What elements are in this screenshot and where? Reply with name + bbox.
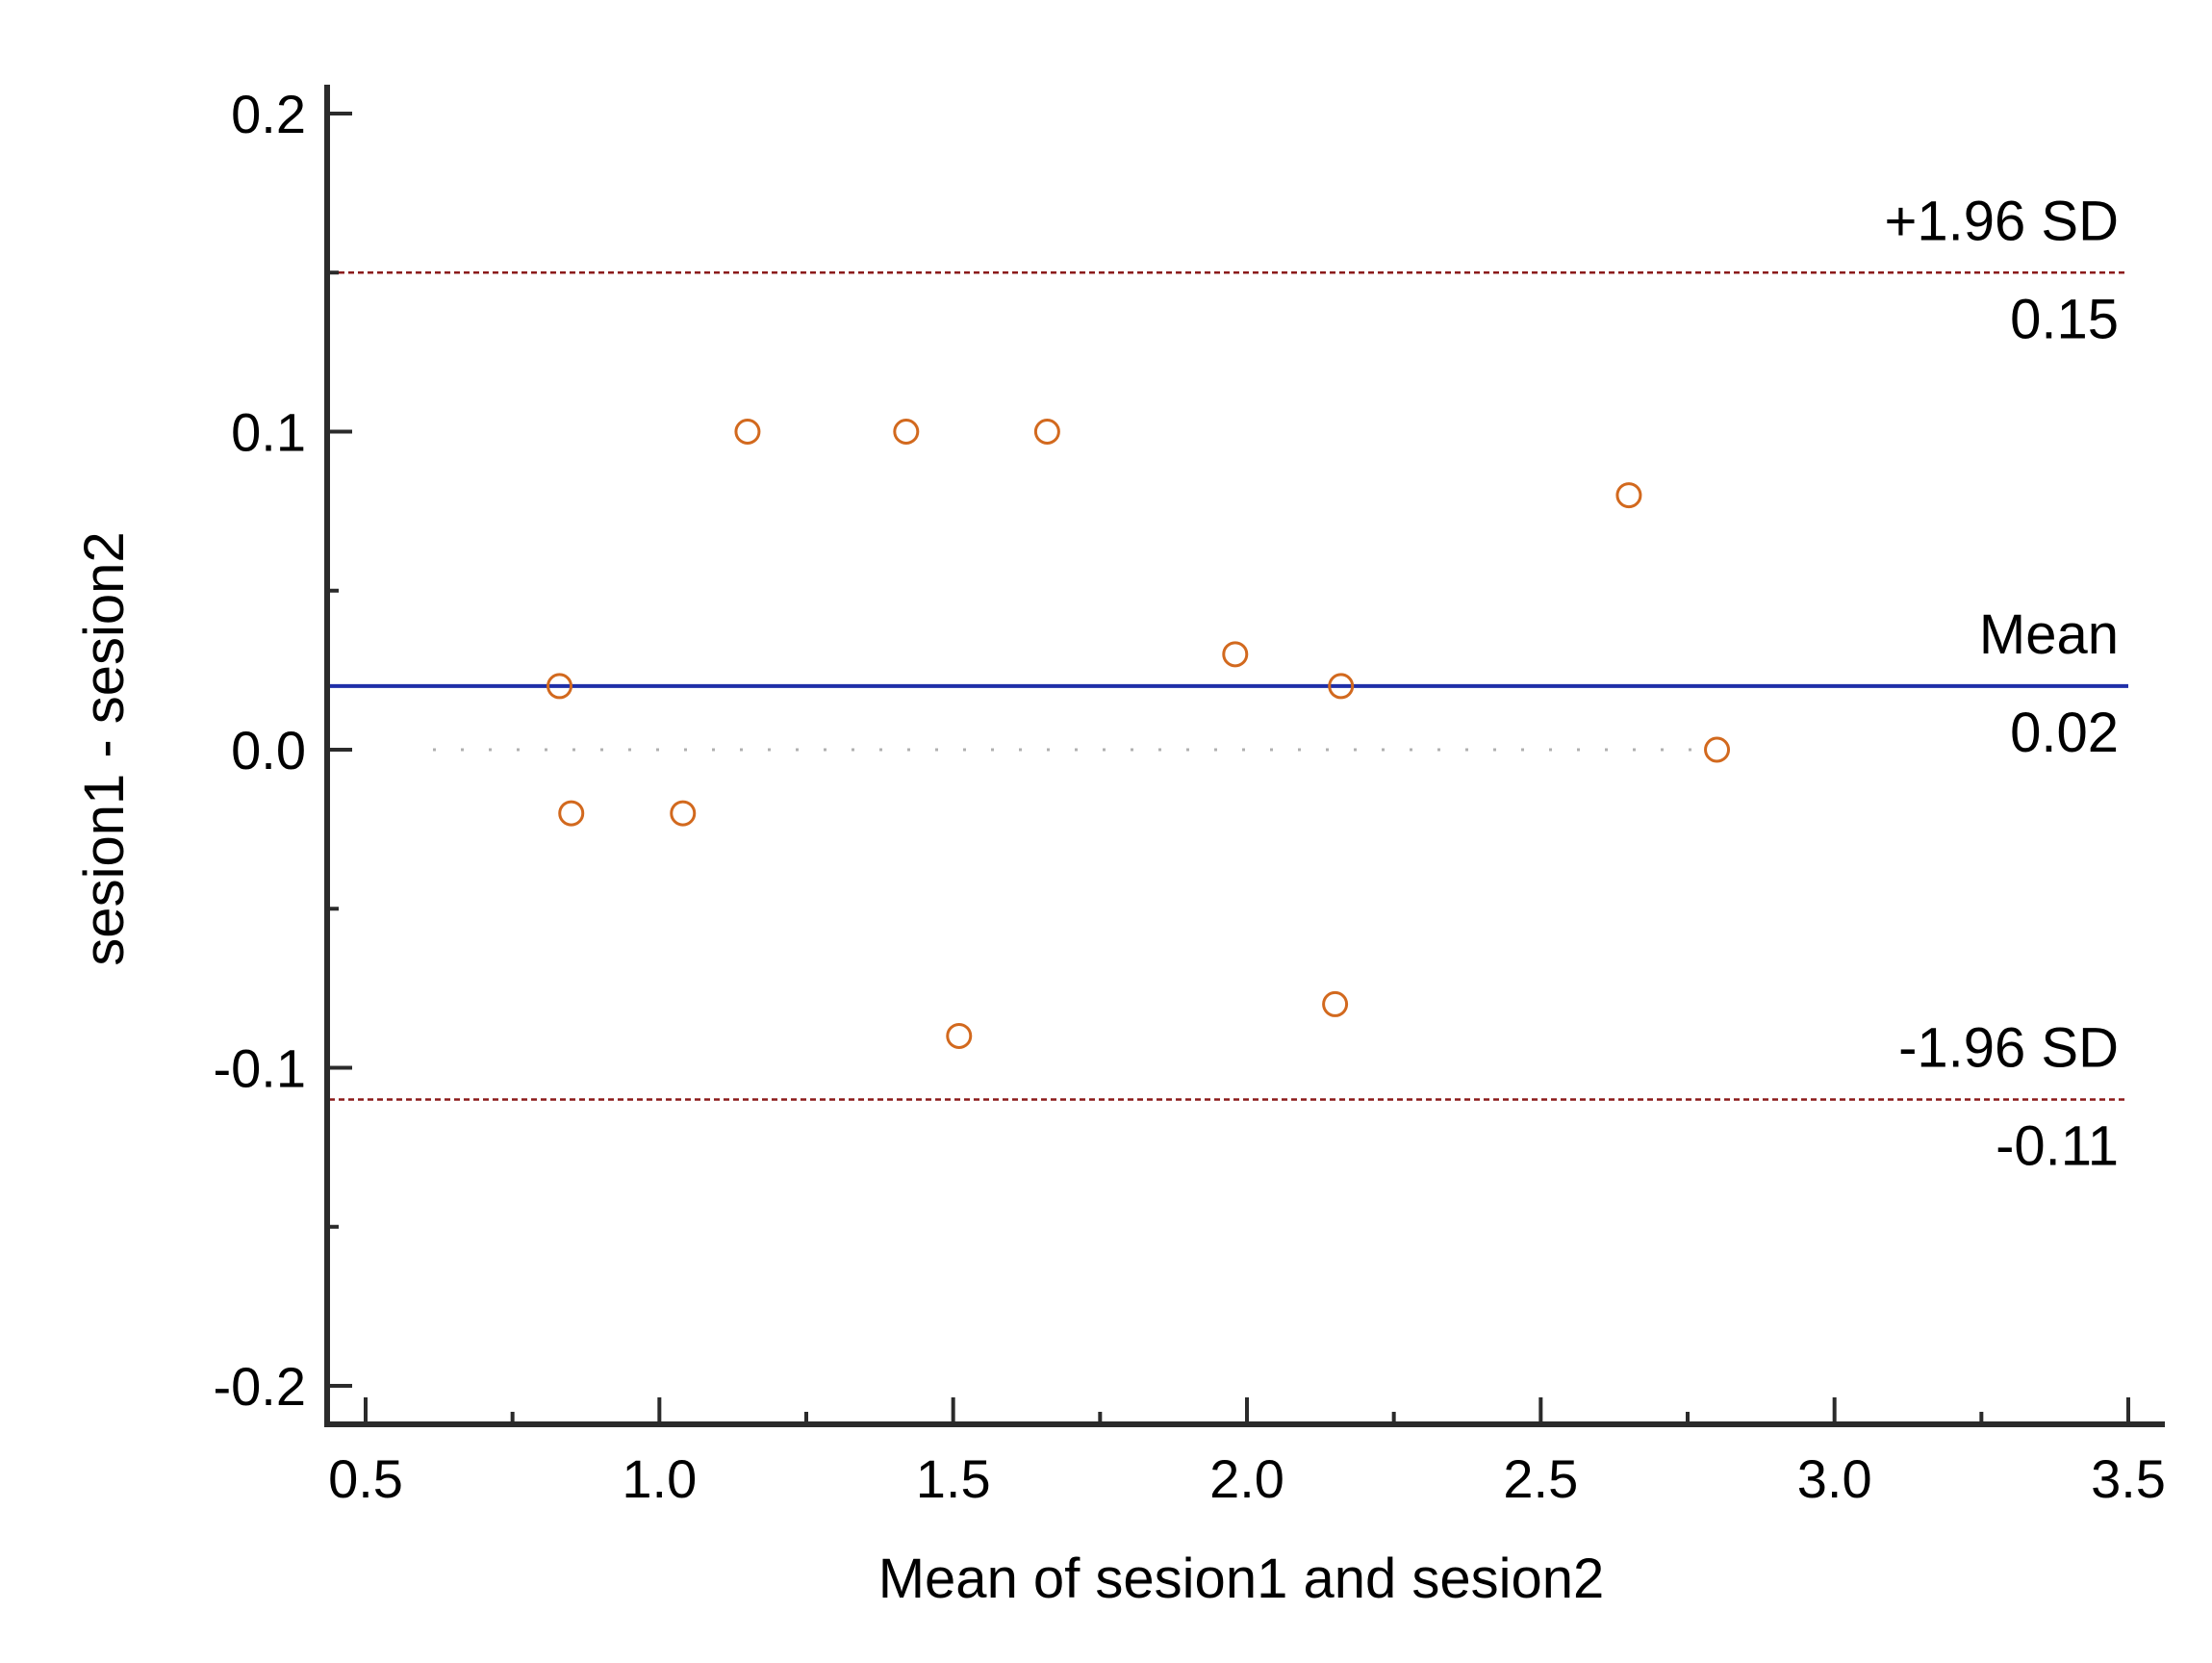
data-point bbox=[547, 673, 573, 700]
upper-limit-value-label: 0.15 bbox=[2010, 288, 2119, 350]
lower-limit-name-label: -1.96 SD bbox=[1898, 1017, 2119, 1080]
x-tick-label: 2.5 bbox=[1503, 1448, 1578, 1509]
reference-lines-layer: +1.96 SD 0.15 Mean 0.02 -1.96 SD -0.11 bbox=[329, 190, 2128, 1178]
data-point bbox=[946, 1022, 973, 1049]
y-tick-label: -0.1 bbox=[214, 1038, 307, 1099]
points-layer bbox=[547, 419, 1731, 1049]
data-point bbox=[734, 419, 761, 445]
x-tick-label: 3.5 bbox=[2091, 1448, 2166, 1509]
data-point bbox=[670, 800, 697, 827]
x-tick-label: 2.0 bbox=[1209, 1448, 1284, 1509]
x-tick-label: 1.5 bbox=[916, 1448, 991, 1509]
axes-layer bbox=[324, 85, 2165, 1427]
x-tick-label: 3.0 bbox=[1797, 1448, 1872, 1509]
y-axis-title: sesion1 - sesion2 bbox=[73, 531, 136, 965]
mean-value-label: 0.02 bbox=[2010, 702, 2119, 764]
lower-limit-value-label: -0.11 bbox=[1996, 1115, 2119, 1178]
y-tick-label: 0.1 bbox=[231, 402, 306, 463]
y-tick-label: 0.0 bbox=[231, 720, 306, 780]
y-tick-label: 0.2 bbox=[231, 84, 306, 144]
data-point bbox=[1328, 673, 1355, 700]
ticks-layer: 0.2 0.1 0.0 -0.1 -0.2 0.5 1.0 1.5 2.0 2.5 3.0 3.5 bbox=[214, 84, 2166, 1509]
data-point bbox=[1222, 641, 1249, 668]
upper-limit-name-label: +1.96 SD bbox=[1885, 190, 2119, 252]
data-point bbox=[893, 419, 920, 445]
x-axis-title: Mean of sesion1 and sesion2 bbox=[878, 1548, 1605, 1610]
y-tick-label: -0.2 bbox=[214, 1356, 307, 1417]
data-point bbox=[1322, 990, 1349, 1017]
labels-layer: Mean of sesion1 and sesion2 sesion1 - se… bbox=[73, 531, 1604, 1610]
x-tick-label: 0.5 bbox=[328, 1448, 403, 1509]
data-point bbox=[1704, 736, 1731, 763]
data-point bbox=[558, 800, 585, 827]
mean-name-label: Mean bbox=[1979, 603, 2119, 666]
data-point bbox=[1615, 482, 1642, 509]
data-point bbox=[1033, 419, 1060, 445]
x-tick-label: 1.0 bbox=[622, 1448, 697, 1509]
